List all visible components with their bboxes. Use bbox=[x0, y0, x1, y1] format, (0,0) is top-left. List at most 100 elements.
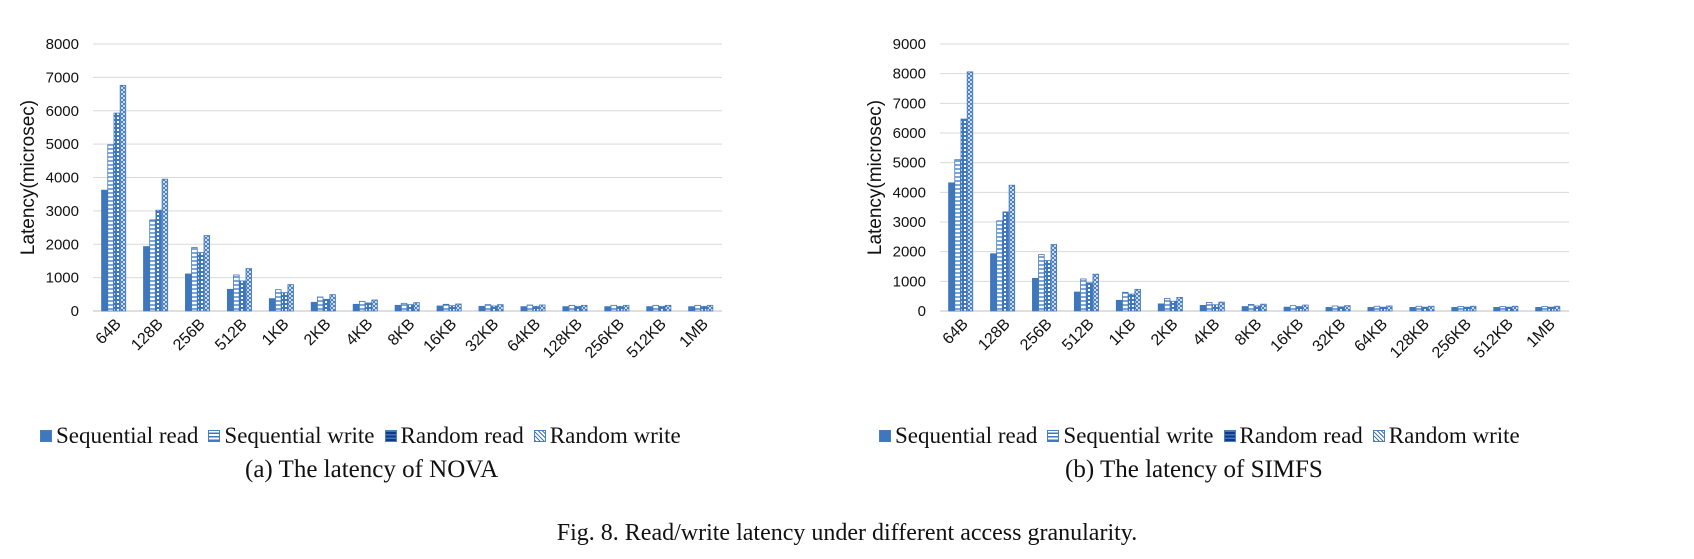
x-tick-label: 256B bbox=[170, 316, 208, 354]
chart-nova: 0 1000 2000 3000 4000 5000 6000 7000 8000 Latency… bbox=[18, 36, 722, 362]
bar-sequential-read bbox=[1451, 307, 1458, 312]
x-tick-label: 8KB bbox=[385, 316, 418, 349]
bar-sequential-read bbox=[646, 306, 653, 312]
bar-sequential-read bbox=[436, 305, 444, 312]
solid-fill-icon bbox=[40, 430, 52, 442]
bar-sequential-write bbox=[358, 300, 366, 312]
x-tick-label: 16KB bbox=[421, 316, 461, 356]
bar-sequential-read bbox=[1241, 306, 1249, 312]
y-tick-label: 4000 bbox=[46, 170, 79, 187]
x-tick-label: 64B bbox=[93, 316, 125, 348]
bar-sequential-write bbox=[568, 304, 576, 312]
legend-label: Sequential read bbox=[895, 423, 1038, 448]
bar-random-write bbox=[1511, 305, 1519, 312]
bar-sequential-read bbox=[352, 303, 360, 312]
legend-label: Random write bbox=[1388, 423, 1520, 448]
y-tick-label: 7000 bbox=[893, 95, 926, 112]
y-tick-label: 3000 bbox=[46, 203, 79, 220]
bar-sequential-read bbox=[143, 246, 150, 312]
x-tick-label: 128B bbox=[128, 316, 166, 354]
bar-random-write bbox=[1260, 303, 1267, 312]
bar-sequential-write bbox=[1080, 278, 1087, 312]
chart-panel-nova: 0 1000 2000 3000 4000 5000 6000 7000 8000 Latency… bbox=[0, 0, 847, 500]
bar-random-write bbox=[413, 302, 420, 312]
bar-sequential-write bbox=[1331, 305, 1339, 312]
bar-sequential-read bbox=[1493, 307, 1500, 312]
x-tick-label: 512KB bbox=[1471, 316, 1517, 362]
bar-random-write bbox=[1176, 296, 1183, 312]
bar-sequential-write bbox=[526, 304, 534, 312]
bar-random-write bbox=[1218, 301, 1225, 312]
y-tick-label: 8000 bbox=[893, 66, 926, 83]
bar-sequential-read bbox=[268, 298, 276, 312]
bar-sequential-write bbox=[1122, 291, 1129, 312]
bar-sequential-read bbox=[1115, 299, 1123, 312]
legend-item-random-write: Random write bbox=[1372, 423, 1520, 449]
legend-item-sequential-write: Sequential write bbox=[1047, 423, 1214, 449]
x-tick-label: 8KB bbox=[1232, 316, 1265, 349]
bar-random-read bbox=[1547, 306, 1555, 312]
y-tick-label: 2000 bbox=[893, 244, 926, 261]
bar-random-write bbox=[1092, 273, 1099, 312]
bar-sequential-write bbox=[1415, 305, 1423, 312]
bar-sequential-write bbox=[610, 304, 617, 312]
bar-sequential-write bbox=[1499, 306, 1506, 312]
bar-sequential-write bbox=[400, 302, 408, 312]
legend-item-sequential-read: Sequential read bbox=[40, 423, 198, 449]
bar-sequential-write bbox=[317, 296, 324, 312]
bar-sequential-write bbox=[1373, 305, 1381, 312]
legend-label: Sequential write bbox=[1063, 423, 1214, 448]
legend-item-random-write: Random write bbox=[533, 423, 681, 449]
y-tick-label: 3000 bbox=[893, 214, 926, 231]
bar-sequential-write bbox=[652, 304, 659, 312]
bar-random-read bbox=[407, 304, 414, 312]
bar-sequential-write bbox=[233, 274, 240, 312]
y-tick-label: 2000 bbox=[46, 236, 79, 253]
bar-random-write bbox=[1008, 184, 1016, 312]
bar-random-write bbox=[203, 235, 211, 312]
legend-simfs: Sequential read Sequential write Random … bbox=[879, 423, 1530, 449]
bar-sequential-read bbox=[1199, 304, 1207, 312]
bar-random-read bbox=[1379, 306, 1387, 312]
bar-sequential-write bbox=[1457, 306, 1464, 312]
y-tick-label: 0 bbox=[71, 303, 79, 320]
bar-random-read bbox=[1128, 293, 1135, 312]
x-tick-label: 256KB bbox=[1429, 316, 1475, 362]
legend-item-sequential-write: Sequential write bbox=[208, 423, 375, 449]
x-tick-label: 4KB bbox=[343, 316, 376, 349]
subfigure-caption-nova: (a) The latency of NOVA bbox=[245, 456, 499, 483]
legend-label: Random write bbox=[549, 423, 681, 448]
bar-sequential-write bbox=[484, 304, 492, 312]
solid-fill-icon bbox=[879, 430, 891, 442]
bar-sequential-write bbox=[442, 303, 450, 312]
bar-random-write bbox=[1386, 305, 1393, 312]
chart-simfs: 0 1000 2000 3000 4000 5000 6000 7000 8000 9000 Lat… bbox=[865, 36, 1569, 362]
y-tick-label: 6000 bbox=[893, 125, 926, 142]
bar-random-write bbox=[539, 304, 546, 312]
x-tick-label: 16KB bbox=[1268, 316, 1308, 356]
bar-random-read bbox=[197, 252, 204, 312]
x-tick-label: 128B bbox=[975, 316, 1013, 354]
bar-random-write bbox=[706, 304, 714, 312]
bar-sequential-read bbox=[478, 305, 485, 312]
bar-sequential-read bbox=[1157, 303, 1165, 312]
x-tick-label: 1KB bbox=[259, 316, 292, 349]
bar-sequential-read bbox=[1367, 307, 1374, 312]
bar-random-read bbox=[616, 305, 624, 312]
horizontal-lines-icon bbox=[208, 430, 221, 442]
legend-nova: Sequential read Sequential write Random … bbox=[40, 423, 691, 449]
bar-random-write bbox=[966, 71, 974, 312]
bar-sequential-read bbox=[1032, 277, 1039, 312]
x-tick-label: 4KB bbox=[1190, 316, 1223, 349]
bar-random-write bbox=[455, 303, 462, 312]
crosshatch-icon bbox=[1372, 430, 1385, 442]
y-axis-label: Latency(microsec) bbox=[865, 100, 886, 255]
bar-sequential-write bbox=[1289, 305, 1297, 312]
bar-random-write bbox=[1469, 305, 1477, 312]
bar-sequential-read bbox=[1073, 291, 1081, 312]
bar-random-read bbox=[1044, 260, 1051, 312]
bar-sequential-read bbox=[520, 306, 527, 312]
x-tick-label: 512KB bbox=[624, 316, 670, 362]
x-tick-label: 1MB bbox=[1524, 316, 1559, 351]
x-tick-label: 256KB bbox=[582, 316, 628, 362]
